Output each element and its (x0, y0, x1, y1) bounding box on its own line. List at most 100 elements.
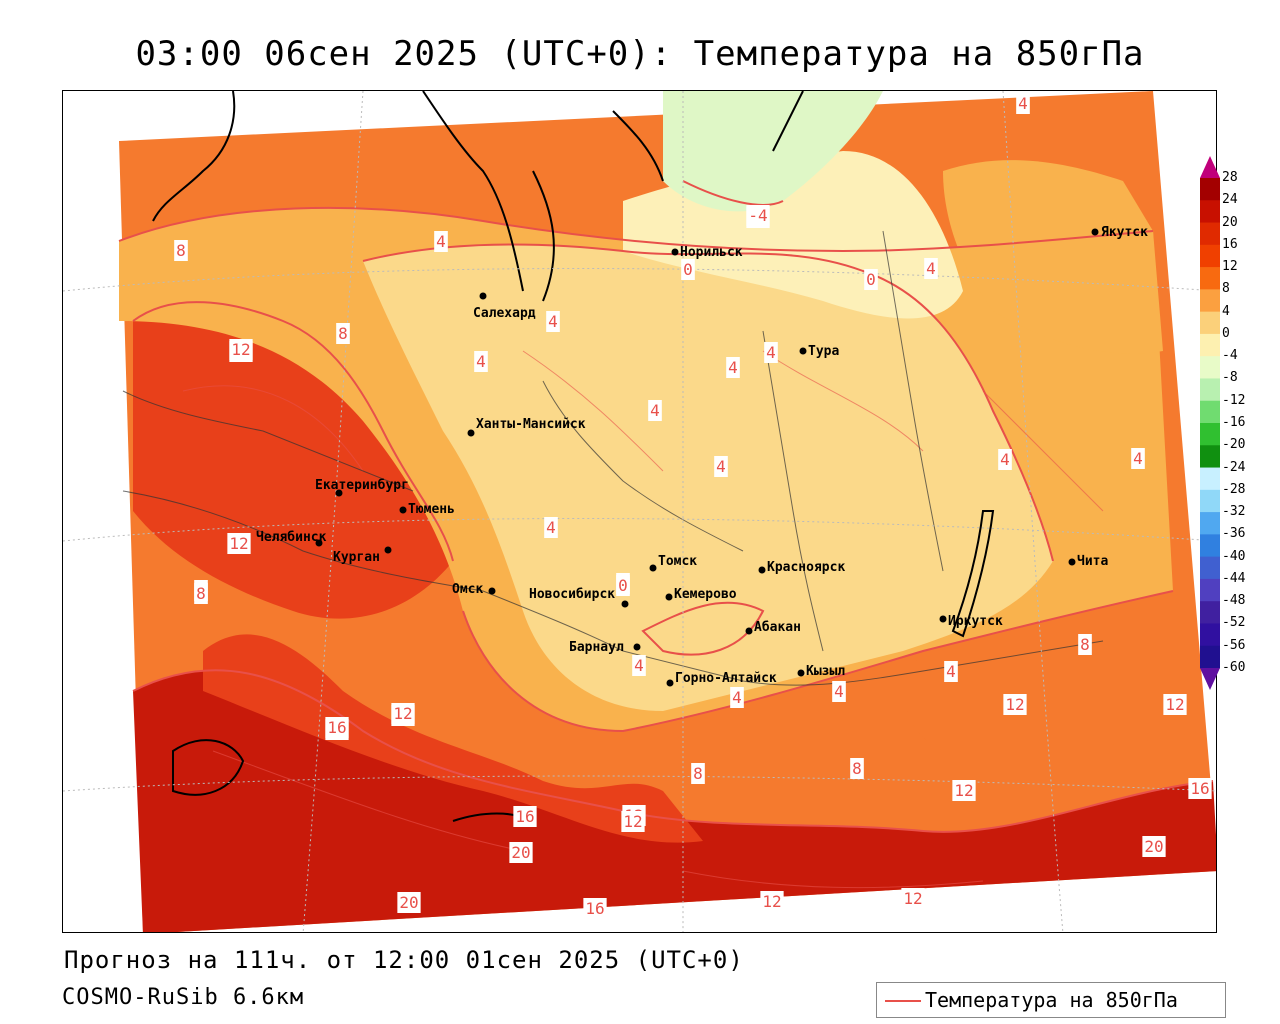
contour-label-bg (1163, 694, 1187, 715)
colorbar-tick-label: 4 (1222, 303, 1230, 319)
contour-label: 4 (926, 259, 936, 278)
city-marker (479, 292, 487, 300)
colorbar-tick-label: 20 (1222, 214, 1238, 230)
city-label: Екатеринбург (315, 478, 409, 493)
contour-label: 16 (515, 807, 534, 826)
forecast-info: Прогноз на 111ч. от 12:00 01сен 2025 (UT… (64, 946, 744, 974)
contour-label: 12 (623, 812, 642, 831)
contour-label: 8 (693, 764, 703, 783)
colorbar-tick-label: -48 (1222, 593, 1246, 609)
zone-yakutsk-orange (943, 160, 1163, 354)
contour-label-bg (726, 357, 740, 378)
colorbar-swatch (1200, 601, 1220, 624)
city-marker (665, 593, 673, 601)
contour-label: 12 (229, 534, 248, 553)
colorbar-swatch (1200, 556, 1220, 580)
contour-label: 20 (1144, 837, 1163, 856)
city-label: Челябинск (256, 530, 327, 545)
coastline-lines (152, 91, 995, 822)
contour-label: 20 (511, 843, 530, 862)
city-marker (758, 566, 766, 574)
colorbar-top-arrow (1200, 156, 1220, 178)
contour-label: -4 (748, 206, 767, 225)
contour-label-bg (850, 758, 864, 779)
colorbar-swatch (1200, 267, 1220, 290)
city-marker (621, 600, 629, 608)
contour-label-bg (229, 339, 253, 360)
contour-label: 4 (476, 352, 486, 371)
colorbar-swatch (1200, 333, 1220, 357)
colorbar-swatch (1200, 512, 1220, 535)
colorbar-tick-label: -4 (1222, 348, 1238, 364)
city-label: Томск (658, 554, 697, 569)
graticule (63, 91, 1216, 932)
colorbar-tick-label: 0 (1222, 325, 1230, 341)
colorbar-swatch (1200, 645, 1220, 669)
city-marker (467, 429, 475, 437)
page-title: 03:00 06сен 2025 (UTC+0): Температура на… (135, 34, 1145, 74)
contour-label: 4 (548, 312, 558, 331)
contour-label-bg (924, 258, 938, 279)
colorbar-swatches (1200, 156, 1220, 690)
city-marker (1068, 558, 1076, 566)
contour-label-bg (1142, 836, 1166, 857)
contour-label-bg (546, 311, 560, 332)
city-label: Чита (1077, 554, 1108, 569)
colorbar (1200, 156, 1220, 690)
zone-red (203, 634, 703, 843)
temperature-map: 4 -4 0 8 12 16 20 12 4 4 4 4 4 4 0 0 4 4… (62, 90, 1217, 933)
colorbar-tick-label: 28 (1222, 170, 1238, 185)
contour-label: 12 (1005, 695, 1024, 714)
contour-label: 0 (683, 260, 693, 279)
map-svg: 4 -4 0 8 12 16 20 12 4 4 4 4 4 4 0 0 4 4… (63, 91, 1216, 932)
zone-yellow (363, 244, 1053, 711)
contour-label: 12 (231, 340, 250, 359)
contour-label: 0 (866, 270, 876, 289)
colorbar-swatch (1200, 311, 1220, 335)
contour-label-bg (544, 517, 558, 538)
region-borders (122, 230, 1104, 686)
colorbar-swatch (1200, 200, 1220, 224)
contour-label-bg (691, 763, 705, 784)
contour-label: 20 (399, 893, 418, 912)
colorbar-tick-label: -52 (1222, 615, 1246, 631)
contour-label-bg (1016, 93, 1030, 114)
contour-label-bg (998, 449, 1012, 470)
contour-label-bg (901, 888, 925, 909)
contour-label-bg (681, 259, 695, 280)
contour-label: 8 (1080, 635, 1090, 654)
colorbar-tick-label: -28 (1222, 481, 1246, 497)
city-marker (666, 679, 674, 687)
colorbar-swatch (1200, 445, 1220, 469)
colorbar-swatch (1200, 578, 1220, 602)
contour-label-bg (616, 575, 630, 596)
colorbar-swatch (1200, 423, 1220, 446)
contour-label-bg (621, 811, 645, 832)
contour-label: 4 (546, 518, 556, 537)
contour-label-bg (336, 323, 350, 344)
city-label: Курган (333, 550, 380, 565)
colorbar-swatch (1200, 534, 1220, 558)
fine-contours (182, 350, 1104, 889)
city-label: Новосибирск (529, 587, 615, 602)
city-marker (335, 489, 343, 497)
city-label: Иркутск (948, 614, 1003, 629)
city-label: Якутск (1101, 225, 1148, 240)
city-labels: Норильск Якутск Салехард Тура Ханты-Манс… (256, 225, 1148, 687)
contour-label: 12 (903, 889, 922, 908)
legend-line-swatch (885, 1000, 921, 1002)
contour-label-bg (746, 205, 770, 226)
contour-label-bg (513, 806, 537, 827)
contour-label: 16 (327, 718, 346, 737)
contour-label: 4 (436, 232, 446, 251)
contour-label-bg (434, 231, 448, 252)
contour-label: 12 (1165, 695, 1184, 714)
contour-label: 4 (650, 401, 660, 420)
city-marker (671, 248, 679, 256)
contour-label-bg (474, 351, 488, 372)
contour-label-bg (397, 892, 421, 913)
contour-label: 12 (954, 781, 973, 800)
contour-label-bg (952, 780, 976, 801)
contour-label-bg (944, 661, 958, 682)
contour-label: 4 (732, 688, 742, 707)
